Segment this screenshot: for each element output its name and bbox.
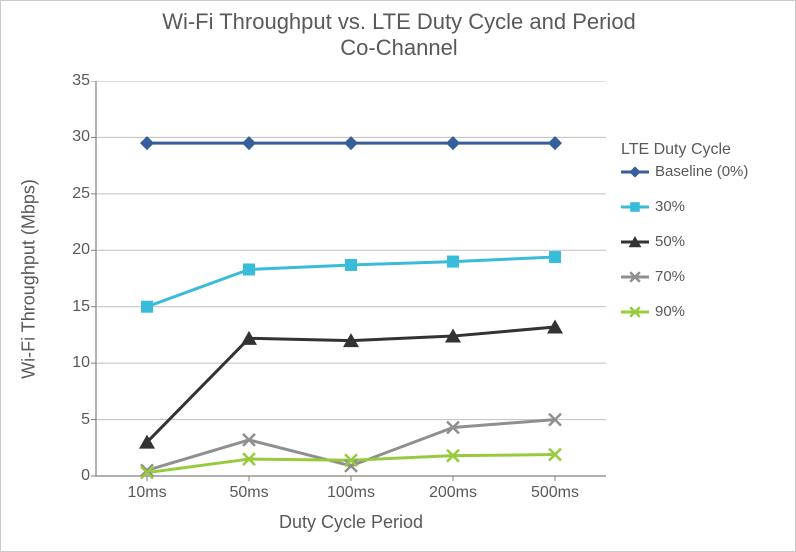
- chart-container: Wi-Fi Throughput vs. LTE Duty Cycle and …: [0, 0, 796, 552]
- y-tick-label: 25: [56, 185, 90, 203]
- legend-label: 50%: [655, 233, 685, 250]
- chart-title-line2: Co-Channel: [1, 35, 796, 61]
- legend-item: Baseline (0%): [621, 163, 748, 180]
- legend-swatch: [621, 164, 649, 180]
- legend-item: 30%: [621, 198, 748, 215]
- legend-label: Baseline (0%): [655, 163, 748, 180]
- x-axis-label: Duty Cycle Period: [279, 512, 423, 533]
- legend-swatch: [621, 304, 649, 320]
- chart-title: Wi-Fi Throughput vs. LTE Duty Cycle and …: [1, 9, 796, 62]
- y-tick-label: 35: [56, 72, 90, 90]
- chart-title-line1: Wi-Fi Throughput vs. LTE Duty Cycle and …: [1, 9, 796, 35]
- x-tick-label: 200ms: [429, 484, 477, 502]
- legend-item: 90%: [621, 303, 748, 320]
- legend-item: 50%: [621, 233, 748, 250]
- legend-swatch: [621, 234, 649, 250]
- legend-label: 70%: [655, 268, 685, 285]
- legend: LTE Duty Cycle Baseline (0%) 30% 50% 70% 90%: [621, 141, 748, 338]
- legend-label: 30%: [655, 198, 685, 215]
- chart-plot: [90, 81, 606, 482]
- legend-swatch: [621, 199, 649, 215]
- y-tick-label: 20: [56, 241, 90, 259]
- x-tick-label: 10ms: [127, 484, 166, 502]
- legend-label: 90%: [655, 303, 685, 320]
- x-tick-label: 50ms: [229, 484, 268, 502]
- y-axis-label: Wi-Fi Throughput (Mbps): [19, 179, 40, 379]
- y-tick-label: 5: [56, 411, 90, 429]
- legend-swatch: [621, 269, 649, 285]
- legend-title: LTE Duty Cycle: [621, 141, 748, 159]
- y-tick-label: 15: [56, 298, 90, 316]
- y-tick-label: 10: [56, 354, 90, 372]
- y-tick-label: 30: [56, 128, 90, 146]
- x-tick-label: 100ms: [327, 484, 375, 502]
- y-tick-label: 0: [56, 467, 90, 485]
- x-tick-label: 500ms: [531, 484, 579, 502]
- legend-item: 70%: [621, 268, 748, 285]
